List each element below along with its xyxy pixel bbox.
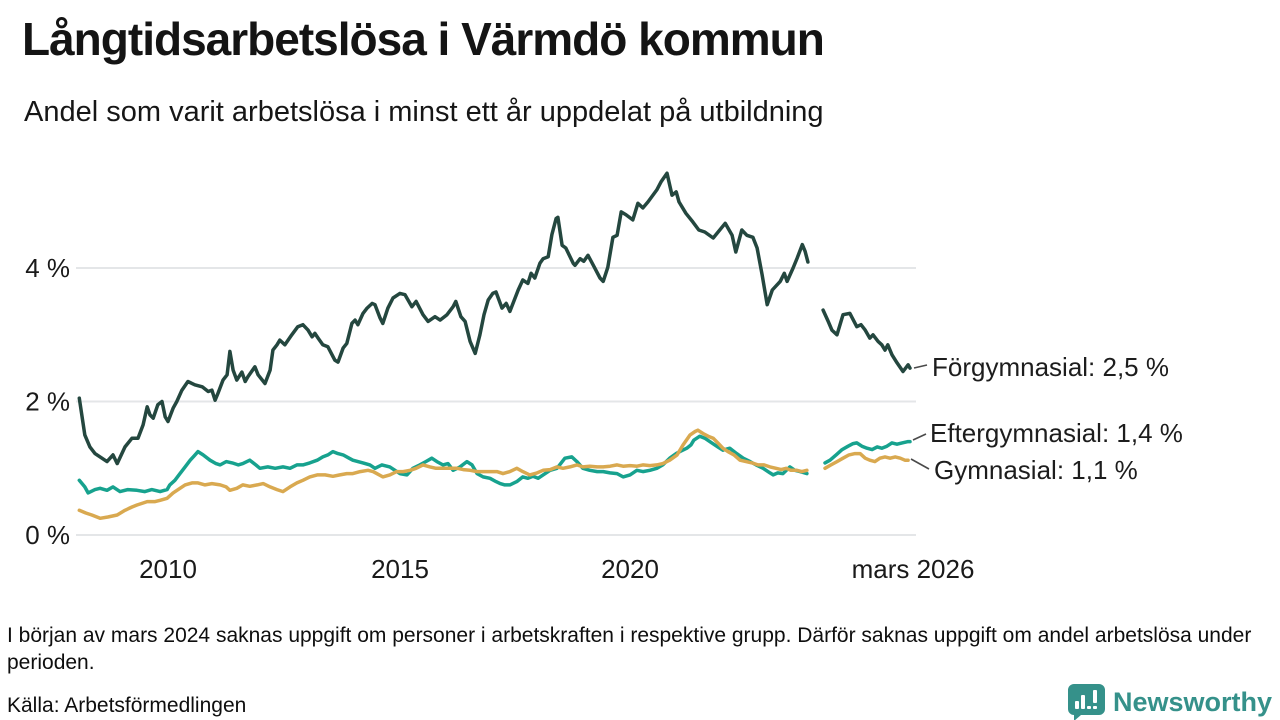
series-end-labels: Förgymnasial: 2,5 % Eftergymnasial: 1,4 …	[910, 352, 1183, 485]
x-axis-label-2020: 2020	[601, 554, 659, 584]
leader-eftergymnasial	[912, 433, 927, 441]
line-förgymnasial-seg1	[77, 171, 810, 466]
gridlines	[76, 267, 916, 536]
newsworthy-wordmark: Newsworthy	[1112, 686, 1272, 717]
line-eftergymnasial-seg2	[823, 439, 912, 465]
y-axis-labels: 4 % 2 % 0 %	[25, 253, 70, 550]
source-attribution: Källa: Arbetsförmedlingen	[7, 694, 247, 717]
page-subtitle: Andel som varit arbetslösa i minst ett å…	[24, 96, 824, 128]
x-axis-label-mars-2026: mars 2026	[852, 554, 975, 584]
series-label-eftergymnasial: Eftergymnasial: 1,4 %	[930, 418, 1183, 448]
series-label-forgymnasial: Förgymnasial: 2,5 %	[932, 352, 1169, 382]
footnote: I början av mars 2024 saknas uppgift om …	[7, 624, 1252, 674]
line-förgymnasial-seg2	[821, 308, 912, 374]
x-axis-label-2010: 2010	[139, 554, 197, 584]
line-gymnasial-seg2	[823, 451, 910, 471]
line-chart: 4 % 2 % 0 % 2010 2015 2020 mars 2026 För…	[25, 171, 1183, 584]
leader-gymnasial	[910, 458, 930, 470]
line-eftergymnasial-seg1	[77, 434, 809, 495]
x-axis-labels: 2010 2015 2020 mars 2026	[139, 554, 974, 584]
newsworthy-logo: Newsworthy	[1066, 683, 1272, 720]
y-axis-label-2: 2 %	[25, 387, 70, 417]
newsworthy-icon	[1067, 684, 1105, 720]
series-lines	[77, 171, 912, 521]
page-title: Långtidsarbetslösa i Värmdö kommun	[22, 13, 825, 65]
y-axis-label-0: 0 %	[25, 520, 70, 550]
leader-forgymnasial	[913, 364, 928, 369]
line-gymnasial-seg1	[77, 428, 809, 521]
y-axis-label-4: 4 %	[25, 253, 70, 283]
series-label-gymnasial: Gymnasial: 1,1 %	[934, 455, 1138, 485]
x-axis-label-2015: 2015	[371, 554, 429, 584]
